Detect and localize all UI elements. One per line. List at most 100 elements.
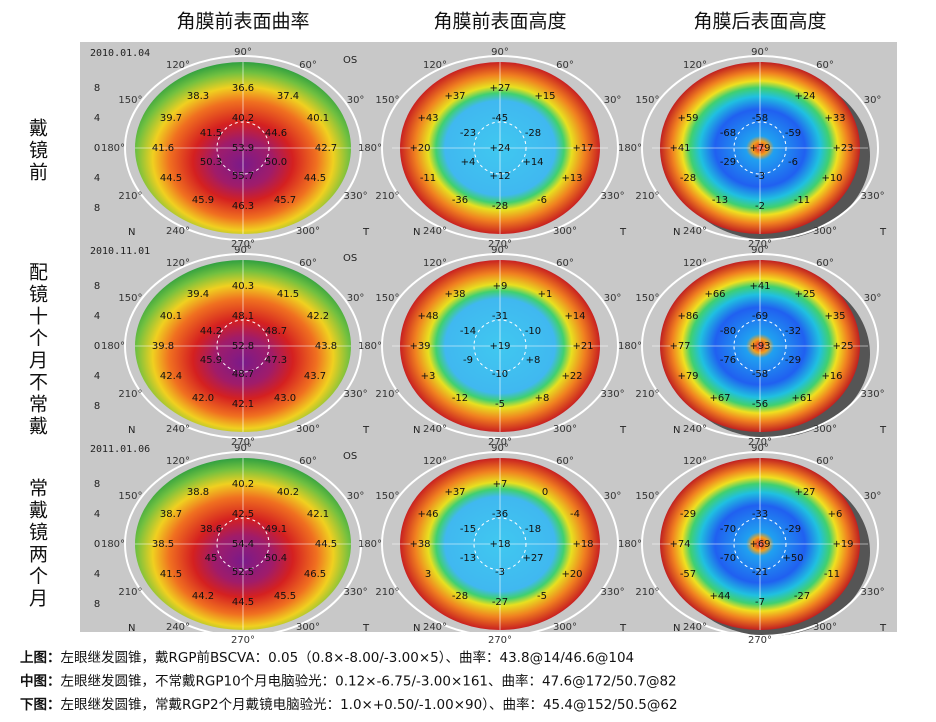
temporal-label: T <box>879 425 887 436</box>
map-value: -2 <box>755 201 765 212</box>
map-value: -69 <box>752 311 768 322</box>
nasal-label: N <box>673 227 680 238</box>
map-value: -27 <box>794 591 810 602</box>
map-value: +41 <box>749 281 770 292</box>
map-value: 49.1 <box>265 524 287 535</box>
map-value: +14 <box>564 311 585 322</box>
polar-label: 120° <box>166 456 190 467</box>
map-value: 38.5 <box>152 539 174 550</box>
map-value: +16 <box>821 371 842 382</box>
map-value: +14 <box>522 157 543 168</box>
map-value: 41.5 <box>160 569 182 580</box>
map-value: 45.5 <box>274 591 296 602</box>
polar-label: 270° <box>488 437 512 448</box>
map-value: 36.6 <box>232 83 254 94</box>
polar-label: 60° <box>299 258 317 269</box>
eye-label: OS <box>343 55 357 66</box>
nasal-label: N <box>413 227 420 238</box>
polar-ring <box>381 451 619 637</box>
map-value: -11 <box>420 173 436 184</box>
polar-label: 330° <box>344 587 368 598</box>
polar-label: 210° <box>118 389 142 400</box>
map-value: -7 <box>755 597 765 608</box>
polar-label: 60° <box>556 60 574 71</box>
map-value: 42.1 <box>307 509 329 520</box>
map-value: +37 <box>444 91 465 102</box>
map-value: 38.6 <box>200 524 222 535</box>
map-value: -11 <box>824 569 840 580</box>
map-value: 40.1 <box>307 113 329 124</box>
polar-label: 210° <box>375 587 399 598</box>
map-value: +19 <box>832 539 853 550</box>
polar-label: 300° <box>296 226 320 237</box>
polar-label: 90° <box>234 245 252 256</box>
map-value: 48.7 <box>265 326 287 337</box>
map-value: -6 <box>537 195 547 206</box>
map-value: 47.3 <box>265 355 287 366</box>
map-value: 54.4 <box>232 539 254 550</box>
topography-map: 30° 60° 90° 120° 150° 180° 210° 240° 270° 300° 330… <box>618 47 885 250</box>
topography-map: 30° 60° 90° 120° 150° 180° 210° 240° 270° 300° 330… <box>358 47 625 250</box>
map-value: +10 <box>821 173 842 184</box>
map-value: +17 <box>572 143 593 154</box>
topography-map: 30° 60° 90° 120° 150° 180° 210° 240° 270° 300° 330… <box>618 245 885 448</box>
map-value: -58 <box>752 369 768 380</box>
polar-label: 180° <box>101 143 125 154</box>
polar-label: 150° <box>635 95 659 106</box>
polar-label: 180° <box>101 539 125 550</box>
polar-label: 30° <box>347 95 365 106</box>
polar-label: 180° <box>358 539 382 550</box>
map-value: 38.7 <box>160 509 182 520</box>
map-value: +86 <box>677 311 698 322</box>
map-value: +38 <box>409 539 430 550</box>
topography-map: 30° 60° 90° 120° 150° 180° 210° 240° 270° 300° 330… <box>618 443 885 646</box>
map-value: +24 <box>489 143 510 154</box>
map-value: 52.5 <box>232 567 254 578</box>
polar-label: 240° <box>423 622 447 633</box>
map-value: +18 <box>489 539 510 550</box>
map-value: -27 <box>492 597 508 608</box>
map-value: 41.5 <box>277 289 299 300</box>
map-value: -11 <box>794 195 810 206</box>
polar-label: 30° <box>864 293 882 304</box>
map-value: +22 <box>561 371 582 382</box>
polar-label: 180° <box>358 341 382 352</box>
polar-ring <box>124 451 362 637</box>
scale-label: 8 <box>94 401 100 412</box>
map-value: -21 <box>752 567 768 578</box>
polar-label: 150° <box>635 293 659 304</box>
map-value: 40.3 <box>232 281 254 292</box>
polar-ring <box>381 253 619 439</box>
nasal-label: N <box>413 623 420 634</box>
polar-label: 120° <box>423 456 447 467</box>
map-value: +4 <box>461 157 476 168</box>
map-value: -70 <box>720 524 736 535</box>
nasal-label: N <box>128 227 135 238</box>
map-value: -59 <box>785 128 801 139</box>
map-value: -29 <box>785 524 801 535</box>
map-value: -29 <box>720 157 736 168</box>
temporal-label: T <box>619 425 627 436</box>
map-value: -5 <box>537 591 547 602</box>
map-value: 43.8 <box>315 341 337 352</box>
map-value: -28 <box>525 128 541 139</box>
map-value: -5 <box>495 399 505 410</box>
polar-label: 240° <box>423 424 447 435</box>
nasal-label: N <box>673 623 680 634</box>
polar-label: 90° <box>234 47 252 58</box>
map-value: +25 <box>794 289 815 300</box>
map-value: 40.1 <box>160 311 182 322</box>
map-value: 44.2 <box>192 591 214 602</box>
polar-label: 270° <box>231 239 255 250</box>
scale-label: 4 <box>94 113 100 124</box>
polar-label: 240° <box>423 226 447 237</box>
polar-label: 330° <box>861 389 885 400</box>
polar-label: 240° <box>166 622 190 633</box>
scale-label: 0 <box>94 143 100 154</box>
temporal-label: T <box>879 227 887 238</box>
polar-ring <box>124 253 362 439</box>
polar-label: 30° <box>864 95 882 106</box>
polar-label: 120° <box>166 258 190 269</box>
map-value: -33 <box>752 509 768 520</box>
topography-map: 30° 60° 90° 120° 150° 180° 210° 240° 270° 300° 330… <box>358 245 625 448</box>
